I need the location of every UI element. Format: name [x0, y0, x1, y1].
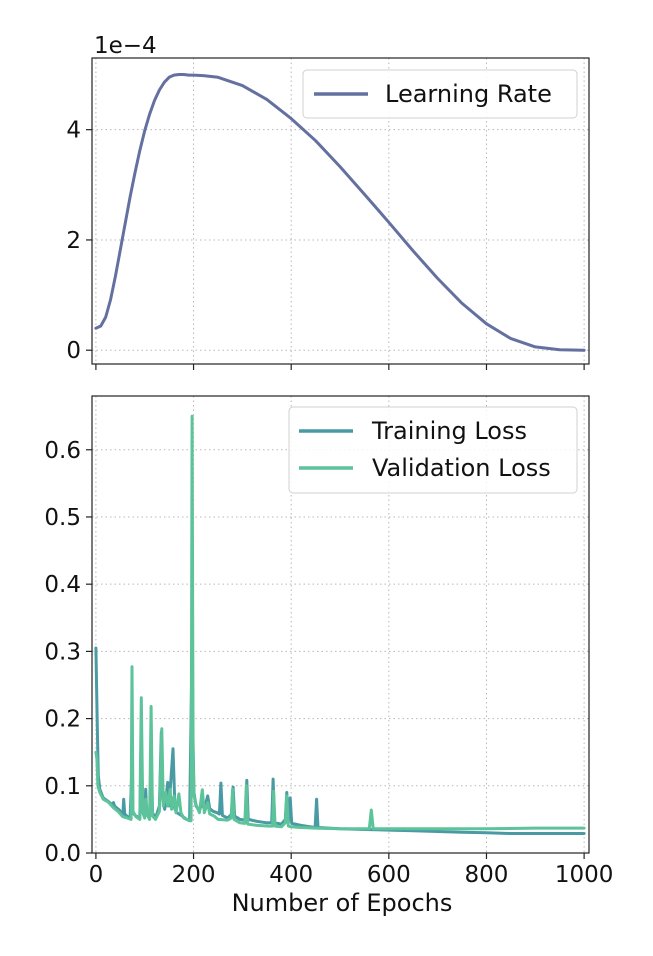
- legend-label-validation-loss: Validation Loss: [372, 454, 551, 482]
- y-tick-label-2: 2: [66, 228, 81, 254]
- y-tick-label-0: 0: [66, 338, 81, 364]
- y-tick-label-0-4: 0.4: [44, 572, 81, 598]
- learning-rate-axes-frame: [91, 57, 590, 365]
- loss-ticks: 0 200 400 600 800 1000 0.0 0.1 0.2 0.3 0.4 0.5 0.6: [44, 438, 613, 888]
- x-tick-label-1000: 1000: [555, 862, 614, 888]
- y-tick-label-0-5: 0.5: [44, 505, 81, 531]
- y-tick-label-0-6: 0.6: [44, 438, 81, 464]
- legend-label-training-loss: Training Loss: [371, 417, 527, 445]
- x-tick-label-800: 800: [465, 862, 509, 888]
- learning-rate-lines: [94, 73, 586, 352]
- y-tick-label-0-2: 0.2: [44, 707, 81, 733]
- loss-lines: [94, 414, 586, 835]
- x-tick-label-400: 400: [269, 862, 313, 888]
- loss-panel: 0 200 400 600 800 1000 0.0 0.1 0.2 0.3 0.4 0.5 0.6 T…: [44, 395, 613, 917]
- series-line-learning-rate: [94, 73, 586, 352]
- series-line-validation-loss: [94, 414, 586, 831]
- y-tick-label-0-3: 0.3: [44, 639, 81, 665]
- x-tick-label-200: 200: [172, 862, 216, 888]
- x-tick-label-600: 600: [367, 862, 411, 888]
- y-tick-label-0-0: 0.0: [44, 841, 81, 867]
- y-tick-label-0-1: 0.1: [44, 774, 81, 800]
- loss-axes-frame: [91, 395, 590, 854]
- legend-label-learning-rate: Learning Rate: [385, 80, 552, 108]
- learning-rate-panel: 0 2 4 1e−4 Learning Rate: [66, 33, 590, 370]
- x-axis-title: Number of Epochs: [232, 889, 453, 917]
- loss-legend: Training Loss Validation Loss: [288, 406, 578, 494]
- y-offset-label: 1e−4: [94, 33, 157, 59]
- learning-rate-ticks: 0 2 4: [66, 118, 585, 370]
- x-tick-label-0: 0: [89, 862, 104, 888]
- y-tick-label-4: 4: [66, 118, 81, 144]
- learning-rate-legend: Learning Rate: [302, 69, 578, 119]
